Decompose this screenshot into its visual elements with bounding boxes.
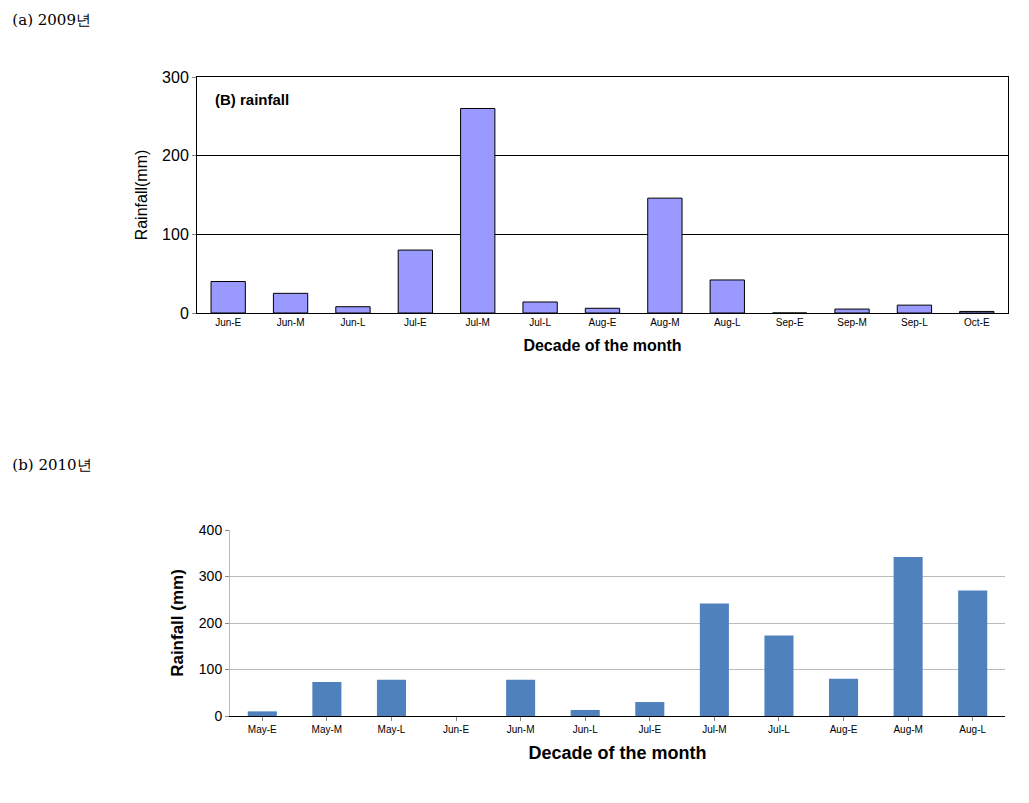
- svg-text:Jul-L: Jul-L: [768, 724, 790, 735]
- svg-text:0: 0: [214, 708, 222, 724]
- svg-text:(B) rainfall: (B) rainfall: [215, 91, 289, 108]
- svg-text:Sep-L: Sep-L: [901, 317, 928, 328]
- svg-text:Aug-L: Aug-L: [714, 317, 741, 328]
- svg-text:Aug-E: Aug-E: [589, 317, 617, 328]
- svg-text:Aug-E: Aug-E: [830, 724, 858, 735]
- svg-text:May-E: May-E: [248, 724, 277, 735]
- svg-text:Jun-E: Jun-E: [443, 724, 469, 735]
- svg-text:Decade of the month: Decade of the month: [523, 337, 681, 354]
- svg-text:Rainfall(mm): Rainfall(mm): [133, 150, 150, 241]
- svg-text:Jul-M: Jul-M: [702, 724, 726, 735]
- svg-text:(b) 2010년: (b) 2010년: [12, 456, 91, 474]
- svg-text:Sep-M: Sep-M: [837, 317, 866, 328]
- svg-text:100: 100: [162, 226, 189, 243]
- svg-text:Aug-M: Aug-M: [893, 724, 922, 735]
- svg-text:300: 300: [199, 568, 223, 584]
- svg-text:Jun-M: Jun-M: [277, 317, 305, 328]
- svg-text:Jun-L: Jun-L: [340, 317, 365, 328]
- svg-text:200: 200: [162, 147, 189, 164]
- svg-text:Rainfall (mm): Rainfall (mm): [168, 569, 187, 677]
- svg-text:Decade of the month: Decade of the month: [528, 743, 706, 763]
- svg-text:100: 100: [199, 661, 223, 677]
- svg-text:400: 400: [199, 522, 223, 538]
- svg-text:0: 0: [180, 305, 189, 322]
- svg-text:Aug-L: Aug-L: [959, 724, 986, 735]
- svg-text:Jul-E: Jul-E: [638, 724, 661, 735]
- svg-text:300: 300: [162, 69, 189, 86]
- svg-text:Oct-E: Oct-E: [964, 317, 990, 328]
- svg-text:Aug-M: Aug-M: [650, 317, 679, 328]
- svg-text:Jul-L: Jul-L: [529, 317, 551, 328]
- svg-text:Jun-E: Jun-E: [215, 317, 241, 328]
- svg-text:200: 200: [199, 615, 223, 631]
- svg-text:Sep-E: Sep-E: [776, 317, 804, 328]
- svg-text:Jun-L: Jun-L: [573, 724, 598, 735]
- svg-text:Jul-M: Jul-M: [466, 317, 490, 328]
- svg-text:Jun-M: Jun-M: [507, 724, 535, 735]
- svg-text:May-M: May-M: [312, 724, 343, 735]
- svg-text:(a) 2009년: (a) 2009년: [12, 11, 91, 29]
- svg-text:Jul-E: Jul-E: [404, 317, 427, 328]
- svg-text:May-L: May-L: [378, 724, 406, 735]
